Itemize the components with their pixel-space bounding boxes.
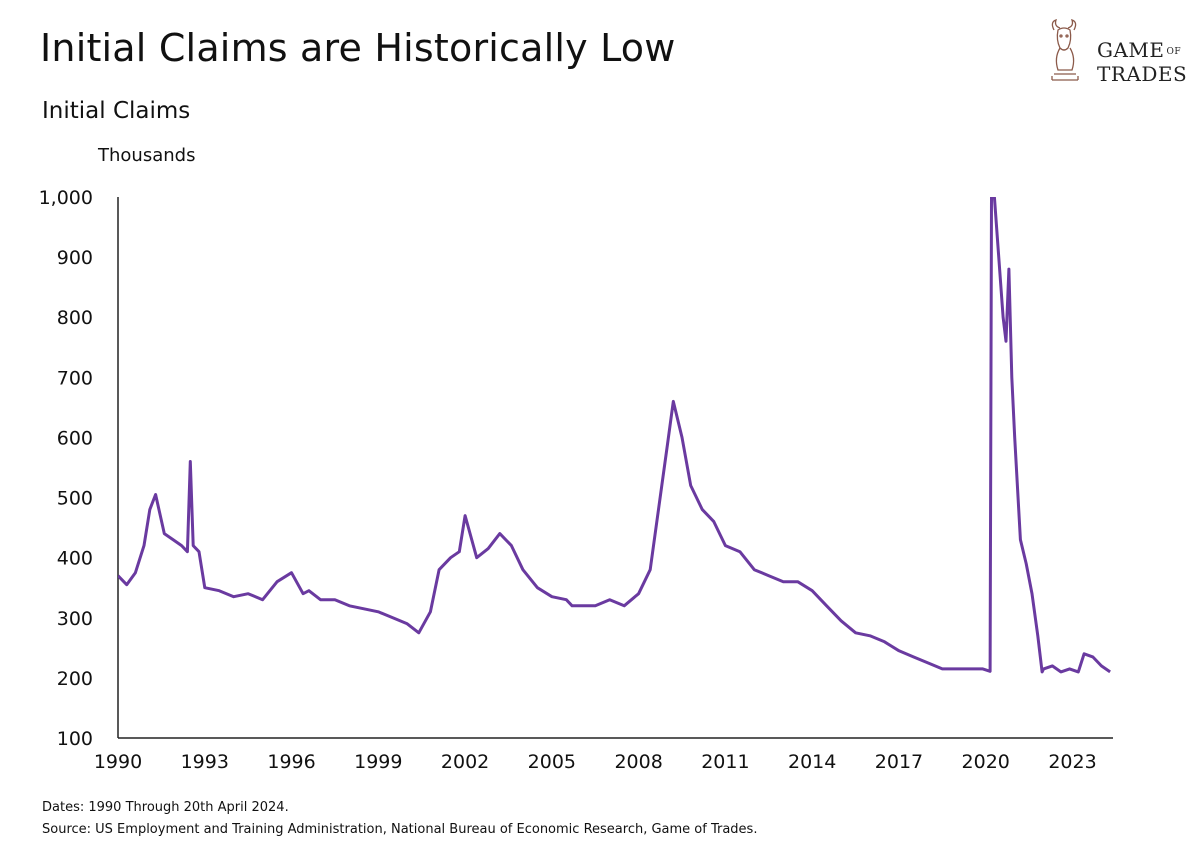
chart-title: Initial Claims are Historically Low (40, 26, 676, 70)
y-tick-label: 800 (57, 307, 93, 329)
x-tick-label: 1996 (267, 751, 315, 773)
footnote-dates: Dates: 1990 Through 20th April 2024. (42, 800, 289, 815)
x-tick-label: 1999 (354, 751, 402, 773)
series-line (118, 197, 1111, 674)
y-tick-label: 900 (57, 247, 93, 269)
chart-subtitle: Initial Claims (42, 98, 191, 124)
y-tick-label: 1,000 (39, 187, 93, 209)
y-unit-label: Thousands (98, 145, 196, 166)
logo-text-line1: GAME OF (1097, 38, 1182, 62)
y-tick-label: 400 (57, 548, 93, 570)
logo-text-line2: TRADES (1097, 62, 1188, 86)
y-tick-label: 100 (57, 728, 93, 750)
x-tick-label: 2020 (962, 751, 1010, 773)
bull-knight-icon (1051, 18, 1079, 81)
x-tick-label: 2017 (875, 751, 923, 773)
x-tick-label: 2014 (788, 751, 836, 773)
x-tick-label: 1990 (94, 751, 142, 773)
footnote-source: Source: US Employment and Training Admin… (42, 822, 758, 837)
y-tick-label: 200 (57, 668, 93, 690)
x-tick-label: 2005 (528, 751, 576, 773)
x-tick-label: 1993 (181, 751, 229, 773)
x-tick-label: 2002 (441, 751, 489, 773)
y-tick-label: 600 (57, 427, 93, 449)
y-tick-label: 300 (57, 608, 93, 630)
y-tick-label: 500 (57, 488, 93, 510)
y-tick-label: 700 (57, 367, 93, 389)
game-of-trades-logo (1051, 18, 1079, 81)
x-tick-label: 2023 (1048, 751, 1096, 773)
x-tick-label: 2011 (701, 751, 749, 773)
x-tick-label: 2008 (614, 751, 662, 773)
